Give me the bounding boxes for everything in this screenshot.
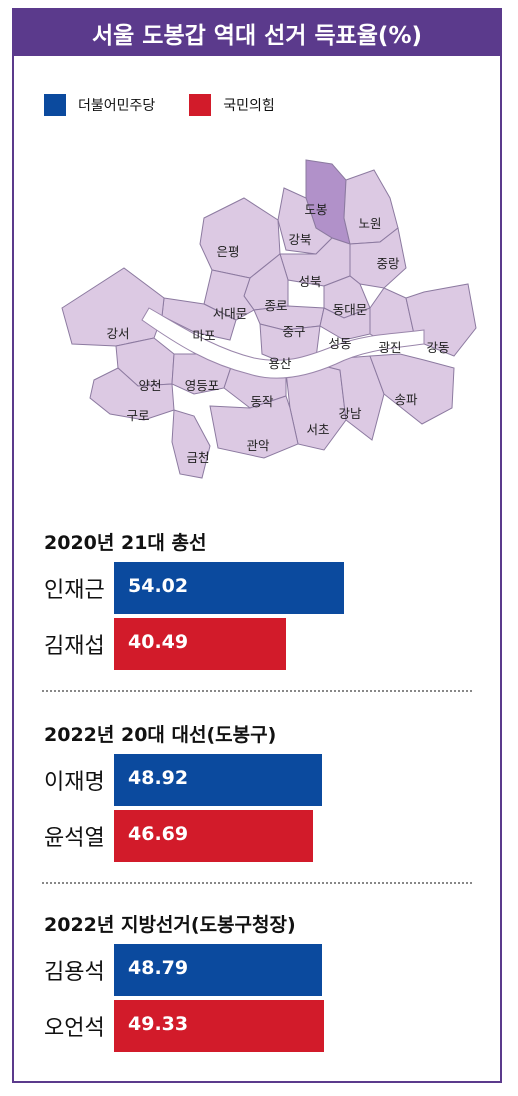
district-label-서초: 서초 — [306, 422, 329, 437]
legend-label-ppp: 국민의힘 — [223, 98, 275, 114]
district-label-용산: 용산 — [268, 356, 292, 371]
vote-bar: 49.33 — [114, 1000, 324, 1052]
candidate-name: 인재근 — [44, 578, 105, 603]
vote-share-label: 54.02 — [128, 575, 189, 597]
vote-share-label: 48.92 — [128, 767, 189, 789]
legend-label-democratic: 더불어민주당 — [78, 98, 156, 114]
district-label-도봉: 도봉 — [304, 202, 327, 217]
election-title: 2020년 21대 총선 — [44, 532, 207, 554]
district-label-동작: 동작 — [250, 394, 274, 409]
legend-swatch-democratic — [44, 94, 66, 116]
section-divider — [42, 882, 472, 884]
vote-bar: 48.79 — [114, 944, 322, 996]
vote-share-label: 46.69 — [128, 823, 189, 845]
district-label-구로: 구로 — [126, 408, 149, 423]
han-river — [141, 307, 425, 379]
candidate-row: 인재근 54.02 — [14, 562, 500, 614]
district-label-강서: 강서 — [106, 326, 129, 341]
district-label-광진: 광진 — [378, 340, 401, 355]
district-label-마포: 마포 — [192, 328, 215, 343]
chart-title: 서울 도봉갑 역대 선거 득표율(%) — [14, 10, 500, 56]
candidate-row: 이재명 48.92 — [14, 754, 500, 806]
candidate-name: 김재섭 — [44, 634, 105, 659]
legend-item-democratic: 더불어민주당 — [44, 94, 155, 116]
legend-item-ppp: 국민의힘 — [189, 94, 275, 116]
candidate-row: 김용석 48.79 — [14, 944, 500, 996]
vote-share-label: 49.33 — [128, 1013, 189, 1035]
district-label-동대문: 동대문 — [333, 302, 368, 317]
legend-swatch-ppp — [189, 94, 212, 116]
candidate-row: 윤석열 46.69 — [14, 810, 500, 862]
district-관악 — [209, 395, 299, 459]
district-송파 — [369, 353, 455, 425]
candidate-name: 이재명 — [44, 770, 105, 795]
district-label-영등포: 영등포 — [185, 378, 220, 393]
map-regions — [61, 159, 477, 479]
vote-bar: 40.49 — [114, 618, 286, 670]
district-label-종로: 종로 — [264, 298, 287, 313]
vote-bar: 54.02 — [114, 562, 344, 614]
vote-share-label: 48.79 — [128, 957, 189, 979]
district-label-관악: 관악 — [246, 438, 270, 453]
district-label-강남: 강남 — [338, 406, 362, 421]
district-label-중구: 중구 — [282, 324, 305, 339]
district-label-서대문: 서대문 — [213, 306, 248, 321]
district-label-금천: 금천 — [186, 450, 209, 465]
candidate-name: 김용석 — [44, 960, 105, 985]
district-label-성북: 성북 — [298, 274, 321, 289]
candidate-row: 김재섭 40.49 — [14, 618, 500, 670]
district-label-은평: 은평 — [216, 244, 239, 259]
district-label-강북: 강북 — [288, 232, 311, 247]
legend: 더불어민주당 국민의힘 — [44, 94, 275, 116]
candidate-name: 윤석열 — [44, 826, 105, 851]
candidate-name: 오언석 — [44, 1016, 105, 1041]
district-노원 — [343, 169, 399, 245]
district-label-노원: 노원 — [358, 216, 381, 231]
vote-bar: 48.92 — [114, 754, 322, 806]
section-divider — [42, 690, 472, 692]
district-label-양천: 양천 — [138, 378, 161, 393]
candidate-row: 오언석 49.33 — [14, 1000, 500, 1052]
vote-share-label: 40.49 — [128, 631, 189, 653]
district-label-중랑: 중랑 — [376, 256, 400, 271]
election-title: 2022년 지방선거(도봉구청장) — [44, 914, 296, 936]
vote-bar: 46.69 — [114, 810, 313, 862]
district-label-송파: 송파 — [394, 392, 418, 407]
district-label-성동: 성동 — [328, 336, 351, 351]
district-금천 — [171, 409, 211, 479]
election-title: 2022년 20대 대선(도봉구) — [44, 724, 277, 746]
district-label-강동: 강동 — [426, 340, 449, 355]
